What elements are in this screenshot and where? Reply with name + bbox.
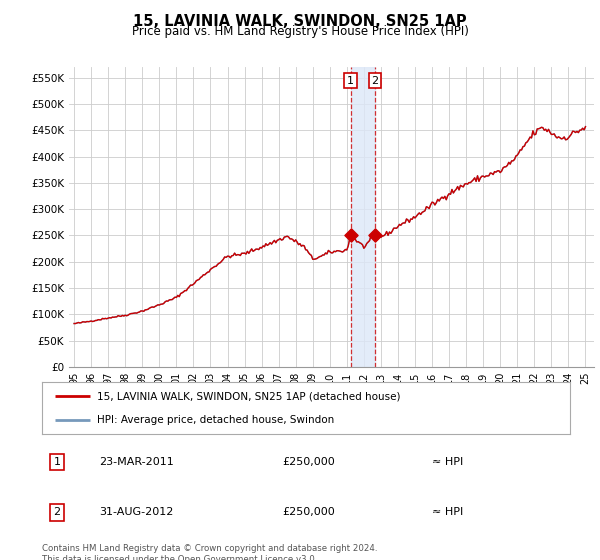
Text: 31-AUG-2012: 31-AUG-2012 bbox=[99, 507, 173, 517]
Text: 1: 1 bbox=[347, 76, 354, 86]
Text: ≈ HPI: ≈ HPI bbox=[432, 507, 463, 517]
Text: Price paid vs. HM Land Registry's House Price Index (HPI): Price paid vs. HM Land Registry's House … bbox=[131, 25, 469, 38]
Text: ≈ HPI: ≈ HPI bbox=[432, 457, 463, 467]
Text: £250,000: £250,000 bbox=[282, 457, 335, 467]
Text: Contains HM Land Registry data © Crown copyright and database right 2024.
This d: Contains HM Land Registry data © Crown c… bbox=[42, 544, 377, 560]
Text: £250,000: £250,000 bbox=[282, 507, 335, 517]
Text: 2: 2 bbox=[371, 76, 379, 86]
Bar bbox=[350, 67, 375, 367]
Text: HPI: Average price, detached house, Swindon: HPI: Average price, detached house, Swin… bbox=[97, 415, 335, 425]
Text: 1: 1 bbox=[53, 457, 61, 467]
Point bbox=[370, 231, 380, 240]
Text: 2: 2 bbox=[53, 507, 61, 517]
Point bbox=[346, 231, 355, 240]
Text: 15, LAVINIA WALK, SWINDON, SN25 1AP (detached house): 15, LAVINIA WALK, SWINDON, SN25 1AP (det… bbox=[97, 391, 401, 402]
Text: 15, LAVINIA WALK, SWINDON, SN25 1AP: 15, LAVINIA WALK, SWINDON, SN25 1AP bbox=[133, 14, 467, 29]
Text: 23-MAR-2011: 23-MAR-2011 bbox=[99, 457, 174, 467]
